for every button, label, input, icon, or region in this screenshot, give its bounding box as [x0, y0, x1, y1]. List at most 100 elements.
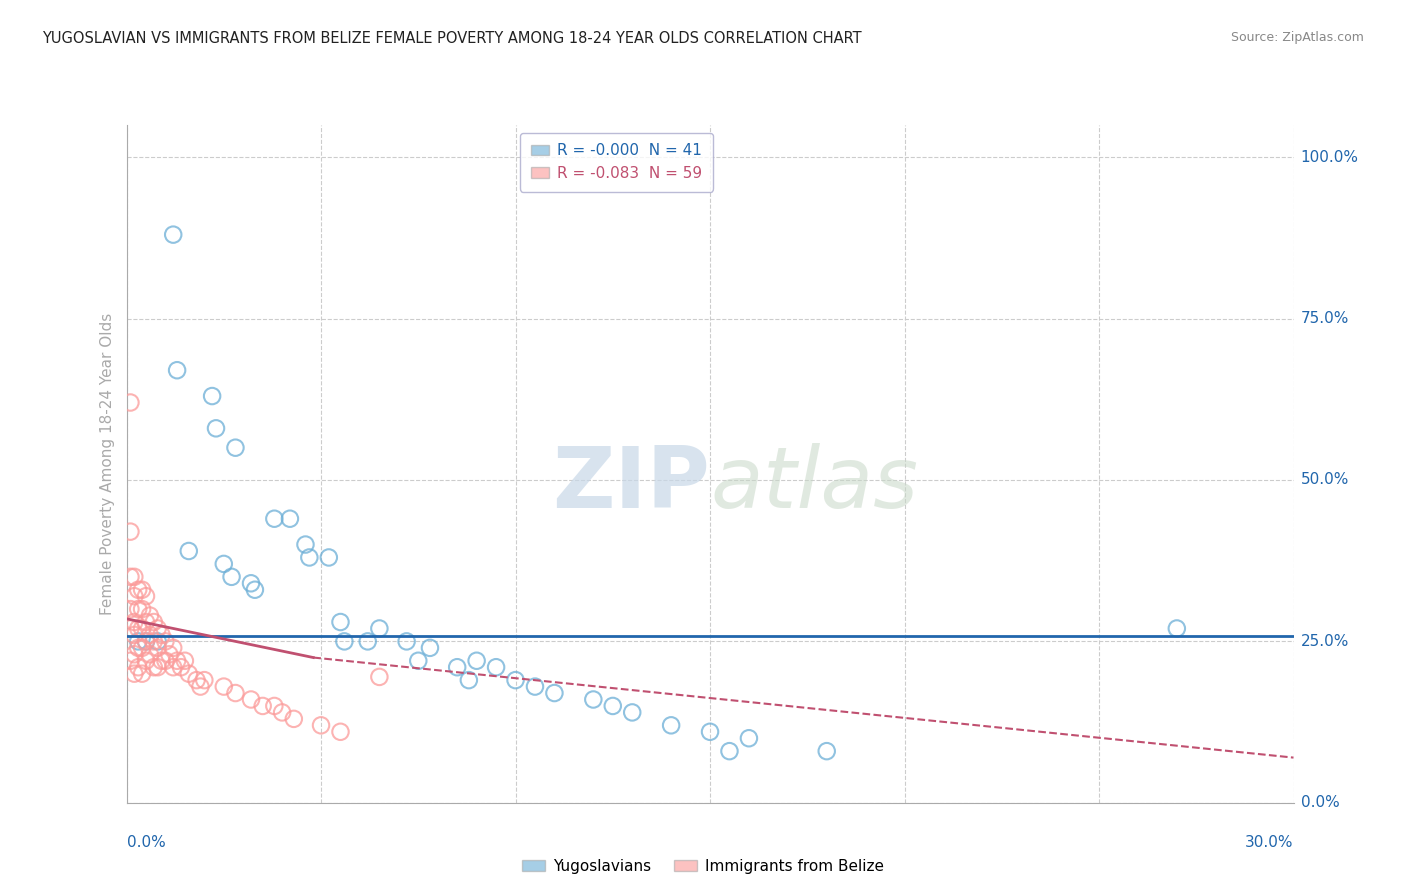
Point [263, 512, 285, 526]
Point [155, 654, 177, 668]
Point [162, 227, 184, 242]
Point [309, 718, 332, 732]
Point [294, 537, 316, 551]
Text: Source: ZipAtlas.com: Source: ZipAtlas.com [1230, 31, 1364, 45]
Point [142, 634, 165, 648]
Point [131, 582, 153, 597]
Point [177, 666, 200, 681]
Point [368, 622, 391, 636]
Point [368, 670, 391, 684]
Point [659, 718, 682, 732]
Point [543, 686, 565, 700]
Point [815, 744, 838, 758]
Point [602, 698, 624, 713]
Point [465, 654, 488, 668]
Point [155, 634, 177, 648]
Point [252, 698, 274, 713]
Point [621, 706, 644, 720]
Y-axis label: Female Poverty Among 18-24 Year Olds: Female Poverty Among 18-24 Year Olds [100, 313, 115, 615]
Point [139, 648, 162, 662]
Point [186, 673, 208, 687]
Point [120, 622, 142, 636]
Point [333, 634, 356, 648]
Point [124, 615, 146, 629]
Point [139, 628, 162, 642]
Text: 0.0%: 0.0% [127, 836, 166, 850]
Text: 50.0%: 50.0% [1301, 473, 1348, 488]
Point [127, 634, 149, 648]
Point [139, 608, 162, 623]
Point [329, 724, 352, 739]
Point [146, 640, 169, 655]
Point [329, 615, 352, 629]
Point [240, 692, 263, 706]
Point [505, 673, 527, 687]
Point [221, 570, 243, 584]
Point [146, 622, 169, 636]
Point [142, 615, 165, 629]
Point [263, 698, 285, 713]
Point [127, 660, 149, 674]
Legend: R = -0.000  N = 41, R = -0.083  N = 59: R = -0.000 N = 41, R = -0.083 N = 59 [520, 133, 713, 192]
Point [135, 654, 157, 668]
Point [278, 512, 301, 526]
Text: ZIP: ZIP [553, 442, 710, 525]
Point [201, 389, 224, 403]
Point [127, 602, 149, 616]
Point [738, 731, 761, 746]
Point [190, 680, 212, 694]
Point [131, 622, 153, 636]
Point [205, 421, 228, 435]
Point [582, 692, 605, 706]
Point [120, 570, 142, 584]
Point [162, 660, 184, 674]
Point [419, 640, 441, 655]
Point [135, 634, 157, 648]
Point [1166, 622, 1188, 636]
Point [124, 589, 146, 603]
Point [457, 673, 479, 687]
Text: 100.0%: 100.0% [1301, 150, 1358, 165]
Point [146, 660, 169, 674]
Point [170, 660, 193, 674]
Point [212, 680, 235, 694]
Point [135, 589, 157, 603]
Point [240, 576, 263, 591]
Point [150, 628, 173, 642]
Point [395, 634, 418, 648]
Point [177, 544, 200, 558]
Point [243, 582, 266, 597]
Point [150, 654, 173, 668]
Point [124, 628, 146, 642]
Point [224, 441, 246, 455]
Point [224, 686, 246, 700]
Point [142, 660, 165, 674]
Point [120, 524, 142, 539]
Point [523, 680, 546, 694]
Text: atlas: atlas [710, 442, 918, 525]
Legend: Yugoslavians, Immigrants from Belize: Yugoslavians, Immigrants from Belize [516, 853, 890, 880]
Point [408, 654, 430, 668]
Point [124, 666, 146, 681]
Text: 75.0%: 75.0% [1301, 311, 1348, 326]
Text: 30.0%: 30.0% [1246, 836, 1294, 850]
Point [357, 634, 380, 648]
Point [298, 550, 321, 565]
Point [127, 582, 149, 597]
Point [131, 666, 153, 681]
Point [174, 654, 197, 668]
Point [699, 724, 721, 739]
Point [120, 602, 142, 616]
Point [120, 395, 142, 409]
Point [131, 640, 153, 655]
Text: 25.0%: 25.0% [1301, 634, 1348, 648]
Point [124, 570, 146, 584]
Point [157, 648, 180, 662]
Point [718, 744, 741, 758]
Point [271, 706, 294, 720]
Point [446, 660, 468, 674]
Point [162, 640, 184, 655]
Point [124, 648, 146, 662]
Point [127, 640, 149, 655]
Point [127, 622, 149, 636]
